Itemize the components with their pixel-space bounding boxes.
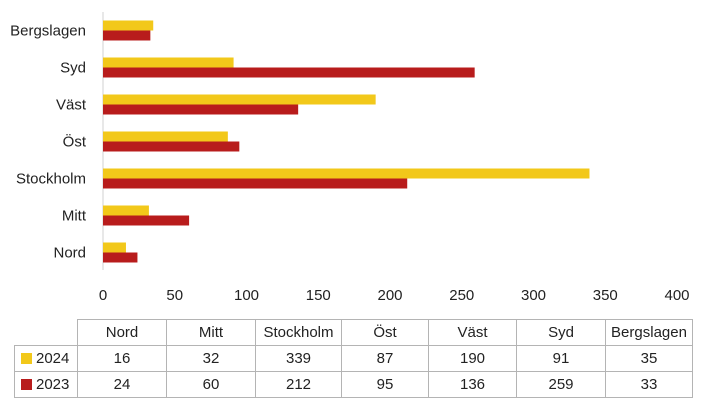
category-label: Väst: [56, 97, 87, 114]
bar-2023-Syd: [103, 67, 475, 78]
bar-2024-Väst: [103, 94, 376, 105]
table-column-header: Nord: [77, 319, 167, 346]
table-cell: 60: [166, 371, 256, 398]
x-tick-label: 200: [377, 287, 402, 304]
table-cell: 95: [341, 371, 429, 398]
table-cell: 190: [428, 345, 517, 372]
bar-chart: Nord Mitt Stockholm Öst Väst Syd Bergslagen 0 5…: [10, 12, 690, 304]
legend-swatch: [21, 353, 32, 364]
category-label: Öst: [63, 133, 87, 151]
legend-label: 2023: [36, 376, 70, 393]
x-tick-label: 250: [449, 287, 474, 304]
category-label: Bergslagen: [10, 23, 86, 40]
bar-2023-Bergslagen: [103, 30, 151, 41]
x-tick-label: 400: [664, 287, 689, 304]
category-labels: Nord Mitt Stockholm Öst Väst Syd Bergslagen: [10, 23, 87, 262]
table-body: 2024 16 32 339 87 190 91 35 2023 24 60 212 95 136 259 3…: [14, 345, 693, 398]
legend-entry: 2023: [14, 371, 78, 398]
bar-2024-Stockholm: [103, 168, 590, 179]
category-label: Nord: [53, 245, 86, 262]
table-column-header: Bergslagen: [605, 319, 693, 346]
bar-2024-Mitt: [103, 205, 149, 216]
x-tick-label: 0: [99, 287, 107, 304]
table-column-header: Väst: [428, 319, 517, 346]
table-cell: 16: [77, 345, 167, 372]
x-tick-label: 300: [521, 287, 546, 304]
table-column-header: Mitt: [166, 319, 256, 346]
category-label: Stockholm: [16, 171, 86, 188]
table-column-header: Öst: [341, 319, 429, 346]
x-tick-label: 150: [306, 287, 331, 304]
table-column-header: Syd: [516, 319, 606, 346]
table-cell: 32: [166, 345, 256, 372]
table-cell: 33: [605, 371, 693, 398]
legend-swatch: [21, 379, 32, 390]
table-column-header: Stockholm: [255, 319, 342, 346]
legend-entry: 2024: [14, 345, 78, 372]
bar-2023-Öst: [103, 141, 240, 152]
value-tick-labels: 0 50 100 150 200 250 300 350 400: [99, 287, 690, 304]
table-cell: 259: [516, 371, 606, 398]
data-table: Nord Mitt Stockholm Öst Väst Syd Bergslagen 20…: [14, 319, 693, 398]
bar-2024-Bergslagen: [103, 20, 154, 31]
table-row: 2023 24 60 212 95 136 259 33: [14, 371, 693, 398]
category-label: Mitt: [62, 208, 87, 225]
x-tick-label: 50: [166, 287, 183, 304]
bar-2023-Mitt: [103, 215, 190, 226]
legend-label: 2024: [36, 350, 70, 367]
bar-2024-Syd: [103, 57, 234, 68]
table-cell: 136: [428, 371, 517, 398]
table-corner-cell: [14, 319, 78, 346]
table-cell: 339: [255, 345, 342, 372]
bar-2023-Stockholm: [103, 178, 408, 189]
x-tick-label: 350: [593, 287, 618, 304]
x-tick-label: 100: [234, 287, 259, 304]
bar-2024-Öst: [103, 131, 228, 142]
table-header-row: Nord Mitt Stockholm Öst Väst Syd Bergslagen: [14, 319, 693, 346]
table-cell: 91: [516, 345, 606, 372]
table-cell: 87: [341, 345, 429, 372]
table-row: 2024 16 32 339 87 190 91 35: [14, 345, 693, 372]
category-label: Syd: [60, 60, 86, 77]
table-cell: 212: [255, 371, 342, 398]
bar-2023-Nord: [103, 252, 138, 263]
table-cell: 24: [77, 371, 167, 398]
bar-2024-Nord: [103, 242, 126, 253]
bars-group: [103, 20, 590, 263]
bar-2023-Väst: [103, 104, 299, 115]
table-cell: 35: [605, 345, 693, 372]
